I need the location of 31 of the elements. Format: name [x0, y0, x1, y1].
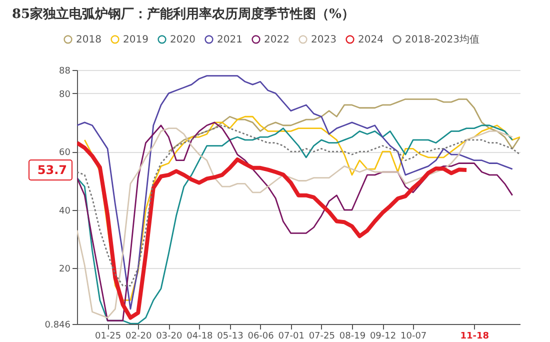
legend-label: 2021 — [217, 34, 242, 46]
y-tick-label: 20 — [59, 264, 71, 275]
legend-label: 2019 — [123, 34, 148, 46]
y-tick-label: 40 — [59, 206, 71, 216]
legend-label: 2018 — [76, 34, 102, 46]
y-tick-label: 88 — [59, 66, 71, 76]
legend-label: 2022 — [264, 34, 290, 46]
y-tick-label: 0.846 — [44, 320, 71, 330]
legend-label: 2018-2023均值 — [405, 33, 480, 46]
legend-label: 2024 — [358, 34, 384, 46]
x-tick-label: 10-07 — [400, 332, 427, 342]
y-tick-label: 80 — [59, 90, 71, 100]
x-tick-label: 07-25 — [308, 332, 335, 342]
line-series — [168, 98, 520, 152]
x-tick-label: 06-06 — [248, 332, 274, 342]
line-series — [77, 140, 469, 320]
x-tick-label: 11-18 — [460, 332, 490, 342]
x-tick-label: 08-19 — [339, 332, 366, 342]
x-tick-label: 01-25 — [94, 332, 122, 342]
x-tick-label: 05-13 — [217, 332, 244, 342]
x-tick-label: 03-20 — [156, 332, 183, 342]
chart-title: 85家独立电弧炉钢厂：产能利用率农历周度季节性图（%） — [12, 6, 354, 22]
x-tick-label: 09-12 — [370, 332, 396, 342]
x-tick-label: 04-18 — [186, 332, 214, 342]
legend-label: 2023 — [311, 34, 336, 46]
legend-label: 2020 — [170, 34, 196, 46]
x-tick-label: 02-20 — [126, 332, 152, 342]
line-series — [77, 75, 514, 310]
x-tick-label: 07-01 — [278, 332, 304, 342]
text: 53.7 — [37, 162, 67, 177]
y-tick-label: 60 — [59, 148, 71, 158]
